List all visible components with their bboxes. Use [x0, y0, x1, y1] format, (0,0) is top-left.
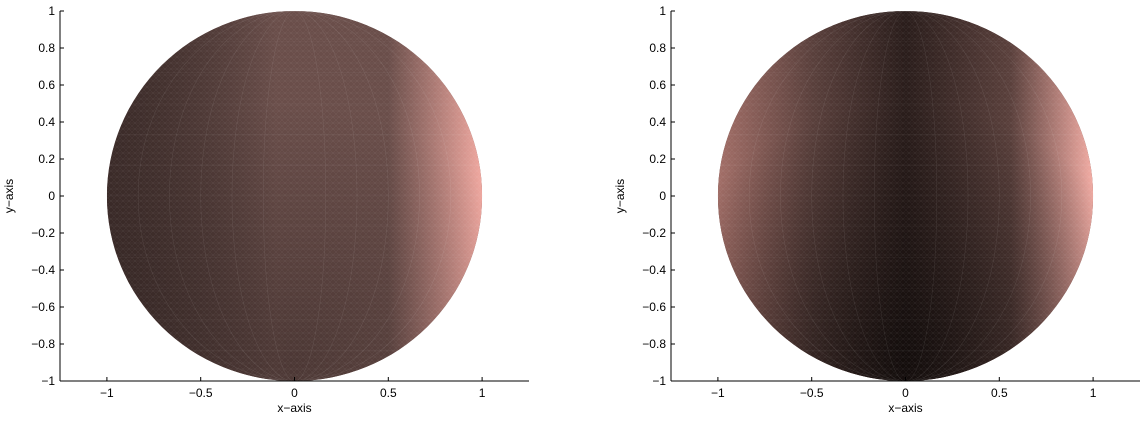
y-tick-label: 0.8 [649, 41, 666, 55]
y-tick-label: 0 [48, 189, 55, 203]
y-tick-label: 0.8 [38, 41, 55, 55]
x-tick-label: 0 [902, 386, 909, 400]
y-tick-label: −0.8 [31, 337, 55, 351]
x-axis-label: x−axis [888, 401, 922, 415]
y-axis-label: y−axis [2, 179, 16, 213]
chart-1: −1 −0.5 0 0.5 1 −1 −0.8 −0.6 −0.4 −0.2 0 0.2 0.4 0.6 0… [2, 4, 529, 415]
x-tick-label: 0 [291, 386, 298, 400]
x-tick-label: 1 [479, 386, 486, 400]
x-tick-label: 0.5 [991, 386, 1008, 400]
x-axis-label: x−axis [277, 401, 311, 415]
x-tick-label: −1 [100, 386, 114, 400]
y-tick-label: −0.8 [642, 337, 666, 351]
x-tick-label: −0.5 [189, 386, 213, 400]
y-axis-label: y−axis [613, 179, 627, 213]
y-tick-label: 0.2 [38, 152, 55, 166]
x-tick-label: 0.5 [380, 386, 397, 400]
y-tick-label: 0 [659, 189, 666, 203]
y-tick-label: −0.2 [642, 226, 666, 240]
y-tick-label: −0.4 [642, 263, 666, 277]
y-tick-label: −0.2 [31, 226, 55, 240]
x-tick-label: −0.5 [800, 386, 824, 400]
y-tick-label: 1 [659, 4, 666, 18]
y-tick-label: −1 [41, 374, 55, 388]
y-tick-label: 0.6 [38, 78, 55, 92]
y-tick-label: 1 [48, 4, 55, 18]
y-tick-label: −0.4 [31, 263, 55, 277]
sphere-surface [717, 11, 1094, 381]
sphere-surface [106, 11, 483, 381]
y-tick-label: 0.2 [649, 152, 666, 166]
x-tick-label: 1 [1090, 386, 1097, 400]
x-tick-label: −1 [711, 386, 725, 400]
y-tick-label: −1 [652, 374, 666, 388]
y-tick-label: 0.4 [38, 115, 55, 129]
y-tick-label: 0.6 [649, 78, 666, 92]
chart-2: −1 −0.5 0 0.5 1 −1 −0.8 −0.6 −0.4 −0.2 0 0.2 0.4 0.6 0… [613, 4, 1140, 415]
y-tick-label: −0.6 [31, 300, 55, 314]
y-tick-label: 0.4 [649, 115, 666, 129]
y-tick-label: −0.6 [642, 300, 666, 314]
